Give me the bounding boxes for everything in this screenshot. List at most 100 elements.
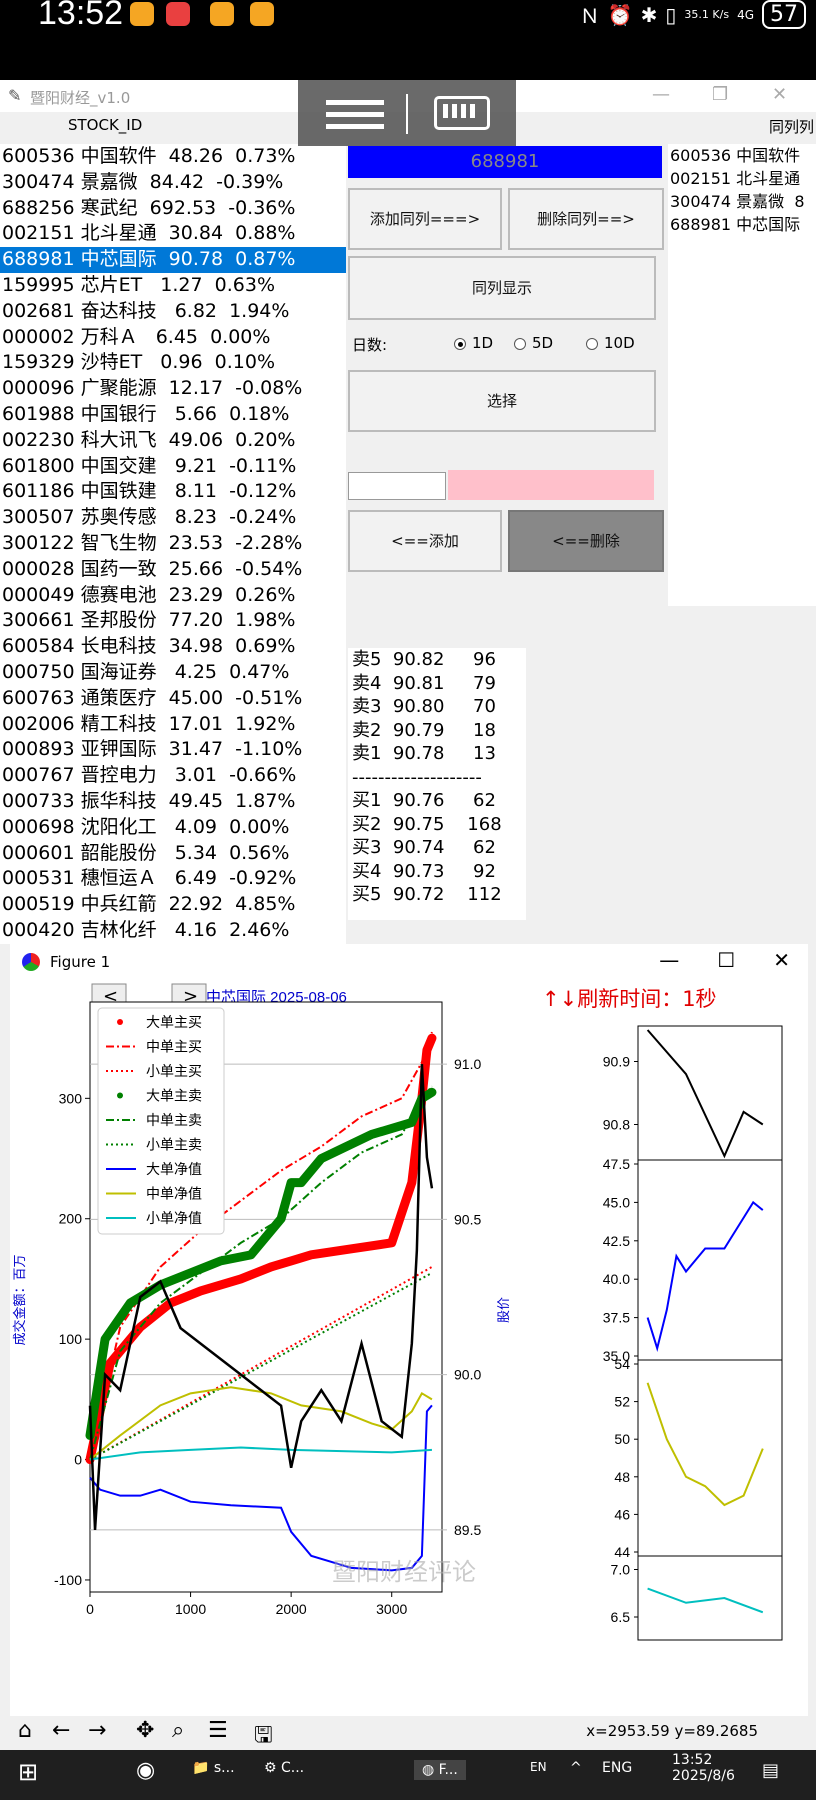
stock-row[interactable]: 601186 中国铁建 8.11 -0.12%	[2, 480, 297, 503]
stock-row[interactable]: 000750 国海证券 4.25 0.47%	[2, 660, 290, 683]
stock-row[interactable]: 688981 中芯国际 90.78 0.87%	[0, 247, 346, 273]
stock-row[interactable]: 300507 苏奥传感 8.23 -0.24%	[2, 506, 297, 529]
windows-start-icon[interactable]: ⊞	[18, 1758, 39, 1786]
stock-row[interactable]: 600584 长电科技 34.98 0.69%	[2, 635, 296, 658]
stock-row[interactable]: 000096 广聚能源 12.17 -0.08%	[2, 377, 303, 400]
y-tick-label: -100	[54, 1572, 82, 1588]
stock-row[interactable]: 000531 穗恒运Ａ 6.49 -0.92%	[2, 867, 297, 890]
bid-row: 买5 90.72 112	[352, 884, 502, 905]
stock-row[interactable]: 000420 吉林化纤 4.16 2.46%	[2, 918, 290, 941]
radio-5d[interactable]: 5D	[514, 334, 553, 352]
stock-row[interactable]: 600763 通策医疗 45.00 -0.51%	[2, 686, 303, 709]
legend-label: 大单主买	[146, 1015, 202, 1031]
stock-row[interactable]: 300661 圣邦股份 77.20 1.98%	[2, 609, 296, 632]
notification-icon[interactable]: ▤	[762, 1760, 780, 1781]
subplot-frame	[637, 1025, 783, 1161]
menu-icon[interactable]	[326, 100, 384, 105]
status-icons: Ｎ ⏰ ✱ ▯ 35.1 K/s 4G 57	[580, 0, 806, 29]
orderbook-separator: --------------------	[352, 766, 482, 788]
figure-canvas[interactable]: < > 中芯国际 2025-08-06 ↑↓刷新时间：1秒 -100010020…	[10, 980, 808, 1660]
ime-indicator[interactable]: EN	[530, 1760, 547, 1774]
keyboard-icon[interactable]	[434, 96, 490, 130]
show-peer-button[interactable]: 同列显示	[348, 256, 656, 320]
legend-label: 中单净值	[146, 1187, 202, 1203]
close-button[interactable]: ✕	[773, 948, 790, 972]
stock-row[interactable]: 000028 国药一致 25.66 -0.54%	[2, 557, 303, 580]
stock-row[interactable]: 688256 寒武纪 692.53 -0.36%	[2, 196, 296, 219]
legend-label: 小单主卖	[146, 1138, 202, 1154]
restore-button[interactable]: ❐	[712, 84, 729, 105]
y-tick-label: 37.5	[603, 1310, 630, 1326]
stock-row[interactable]: 600536 中国软件 48.26 0.73%	[2, 145, 296, 167]
radio-dot	[586, 337, 598, 350]
stock-row[interactable]: 000002 万科Ａ 6.45 0.00%	[2, 325, 271, 348]
stock-row[interactable]: 002230 科大讯飞 49.06 0.20%	[2, 428, 296, 451]
home-icon[interactable]: ⌂	[18, 1718, 32, 1743]
configure-icon[interactable]: ☰	[208, 1718, 228, 1743]
stock-row[interactable]: 159995 芯片ET 1.27 0.63%	[2, 273, 276, 296]
language-indicator[interactable]: ENG	[602, 1760, 633, 1776]
stock-row[interactable]: 300122 智飞生物 23.53 -2.28%	[2, 531, 303, 554]
peer-row[interactable]: 600536 中国软件	[670, 146, 801, 165]
peer-row[interactable]: 002151 北斗星通	[670, 169, 801, 188]
notification-app-icon	[210, 2, 234, 26]
taskbar-clock[interactable]: 13:52 2025/8/6	[672, 1752, 735, 1784]
subplot-line	[646, 1029, 764, 1159]
stock-row[interactable]: 002006 精工科技 17.01 1.92%	[2, 712, 296, 735]
stock-listbox[interactable]: 600536 中国软件 48.26 0.73% 300474 景嘉微 84.42 …	[0, 144, 346, 944]
minimize-button[interactable]: —	[659, 948, 680, 972]
add-stock-button[interactable]: <==添加	[348, 510, 502, 572]
stock-row[interactable]: 000519 中兵红箭 22.92 4.85%	[2, 893, 296, 916]
peer-row[interactable]: 300474 景嘉微 8	[670, 192, 805, 211]
stock-row[interactable]: 000733 振华科技 49.45 1.87%	[2, 789, 296, 812]
explorer-taskbar-item[interactable]: 📁 s...	[192, 1760, 235, 1776]
add-peer-button[interactable]: 添加同列===>	[348, 188, 502, 250]
series-line	[85, 1033, 437, 1465]
maximize-button[interactable]: ☐	[717, 948, 736, 972]
current-code-display: 688981	[348, 146, 662, 178]
minimize-button[interactable]: —	[652, 84, 670, 105]
y-tick-label: 40.0	[603, 1271, 630, 1287]
stock-row[interactable]: 601988 中国银行 5.66 0.18%	[2, 402, 290, 425]
radio-1d-label: 1D	[472, 334, 494, 352]
stock-row[interactable]: 000698 沈阳化工 4.09 0.00%	[2, 815, 290, 838]
stock-row[interactable]: 601800 中国交建 9.21 -0.11%	[2, 454, 297, 477]
save-icon[interactable]: 🖫	[254, 1723, 273, 1748]
select-button[interactable]: 选择	[348, 370, 656, 432]
radio-1d[interactable]: 1D	[454, 334, 493, 352]
edge-icon[interactable]: ◉	[136, 1758, 156, 1783]
stock-row[interactable]: 000049 德赛电池 23.29 0.26%	[2, 583, 296, 606]
close-button[interactable]: ✕	[772, 84, 788, 105]
legend-box	[97, 1007, 225, 1235]
notification-app-icon	[130, 2, 154, 26]
figure-taskbar-item[interactable]: ◍ F...	[414, 1760, 466, 1780]
control-panel: 688981 添加同列===> 删除同列==> 同列显示 日数: 1D 5D 1…	[348, 144, 666, 920]
peer-row[interactable]: 688981 中芯国际	[670, 215, 801, 234]
radio-10d[interactable]: 10D	[586, 334, 635, 352]
phone-status-bar: 13:52 Ｎ ⏰ ✱ ▯ 35.1 K/s 4G 57	[0, 0, 816, 80]
series-line	[89, 1031, 433, 1460]
code-entry-field[interactable]	[348, 472, 446, 500]
peer-listbox[interactable]: 600536 中国软件 002151 北斗星通 300474 景嘉微 8 688981…	[668, 144, 816, 606]
stock-row[interactable]: 159329 沙特ET 0.96 0.10%	[2, 351, 276, 374]
stock-row[interactable]: 002681 奋达科技 6.82 1.94%	[2, 299, 290, 322]
tray-chevron-icon[interactable]: ^	[570, 1760, 582, 1776]
delete-peer-button[interactable]: 删除同列==>	[508, 188, 664, 250]
delete-stock-button[interactable]: <==删除	[508, 510, 664, 572]
forward-icon[interactable]: →	[88, 1718, 107, 1743]
stock-id-header: STOCK_ID	[68, 116, 143, 134]
stock-row[interactable]: 000893 亚钾国际 31.47 -1.10%	[2, 738, 303, 761]
y-tick-label: 6.5	[611, 1609, 631, 1625]
back-icon[interactable]: ←	[52, 1718, 71, 1743]
stock-row[interactable]: 000767 晋控电力 3.01 -0.66%	[2, 764, 297, 787]
nfc-icon: Ｎ	[579, 4, 600, 28]
app-taskbar-item[interactable]: ⚙ C...	[264, 1760, 305, 1776]
pan-icon[interactable]: ✥	[136, 1718, 155, 1743]
stock-row[interactable]: 300474 景嘉微 84.42 -0.39%	[2, 170, 284, 193]
stock-row[interactable]: 000601 韶能股份 5.34 0.56%	[2, 841, 290, 864]
stock-row[interactable]: 002151 北斗星通 30.84 0.88%	[2, 222, 296, 245]
subplot-frame	[637, 1159, 783, 1361]
bid-row: 买2 90.75 168	[352, 813, 502, 835]
zoom-icon[interactable]: ⌕	[172, 1718, 185, 1743]
